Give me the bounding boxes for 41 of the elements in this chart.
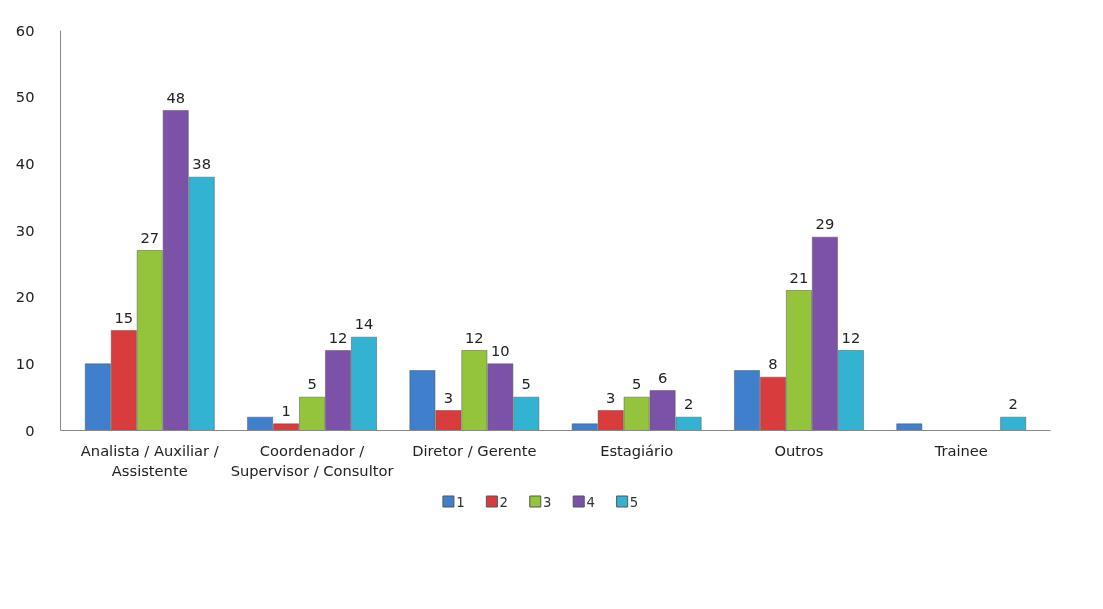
data-label: 12 [328,328,348,346]
data-label: 48 [166,88,186,106]
y-tick-label: 30 [15,221,35,239]
bar [896,423,923,431]
legend-label: 4 [586,494,595,510]
y-tick-label: 60 [15,21,35,39]
data-label: 5 [631,375,642,393]
data-label: 12 [465,328,484,346]
data-label: 21 [789,268,809,286]
data-label: 38 [192,155,212,173]
x-tick-label: Estagiário [600,441,674,459]
y-tick-label: 40 [15,154,35,172]
data-label: 6 [657,368,668,386]
data-label: 10 [490,341,510,359]
legend-label: 1 [456,494,465,510]
data-label: 2 [1008,395,1018,413]
legend-label: 5 [629,494,639,510]
data-label: 15 [114,308,134,326]
x-tick-label: Trainee [933,441,988,459]
bar [1000,416,1027,431]
data-label: 1 [281,401,291,419]
data-label: 3 [606,388,616,406]
x-tick-label: Outros [774,441,824,459]
data-label: 29 [815,215,835,233]
y-tick-label: 0 [25,421,35,439]
x-tick-label: Analista / Auxiliar / Assistente [80,441,219,479]
data-label: 2 [683,395,694,413]
x-tick-label: Diretor / Gerente [412,441,537,459]
legend-label: 3 [543,494,552,510]
legend-label: 2 [499,494,509,510]
y-tick-label: 50 [15,88,35,106]
data-label: 8 [768,355,778,373]
x-tick-label: Coordenador / Supervisor / Consultor [230,441,395,479]
data-label: 12 [841,328,861,346]
y-tick-label: 10 [15,354,35,372]
y-tick-label: 20 [15,288,35,306]
data-label: 27 [140,228,160,246]
data-label: 5 [307,375,317,393]
data-label: 5 [521,375,531,393]
data-label: 14 [354,315,374,333]
data-label: 3 [443,388,454,406]
